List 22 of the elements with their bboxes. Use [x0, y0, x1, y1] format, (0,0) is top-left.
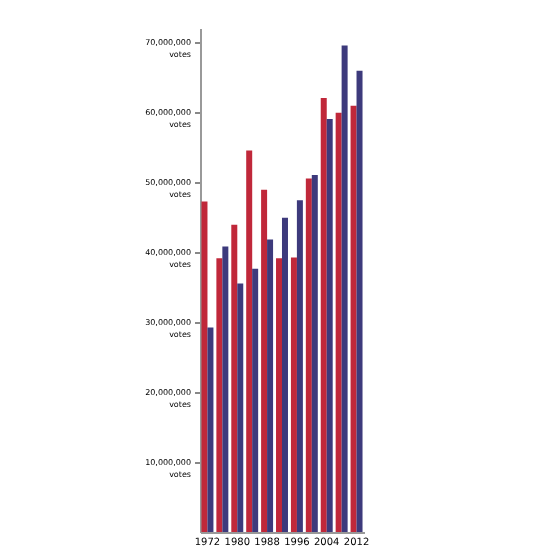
bar	[356, 70, 363, 532]
bar	[305, 178, 312, 532]
bar	[320, 98, 327, 532]
bar	[276, 258, 283, 532]
bar	[335, 112, 342, 532]
bar	[311, 175, 318, 532]
bar	[252, 268, 259, 532]
bar	[261, 189, 268, 532]
bar	[207, 327, 214, 532]
bar	[326, 119, 333, 532]
bar	[246, 150, 253, 532]
bar	[201, 201, 208, 532]
bar	[296, 200, 303, 532]
bar	[216, 258, 223, 532]
bar	[267, 239, 274, 532]
bar	[281, 217, 288, 532]
bar	[222, 246, 229, 532]
bar	[231, 224, 238, 532]
bar	[237, 283, 244, 532]
bar	[290, 257, 297, 532]
bar	[341, 45, 348, 532]
bar	[350, 105, 357, 532]
